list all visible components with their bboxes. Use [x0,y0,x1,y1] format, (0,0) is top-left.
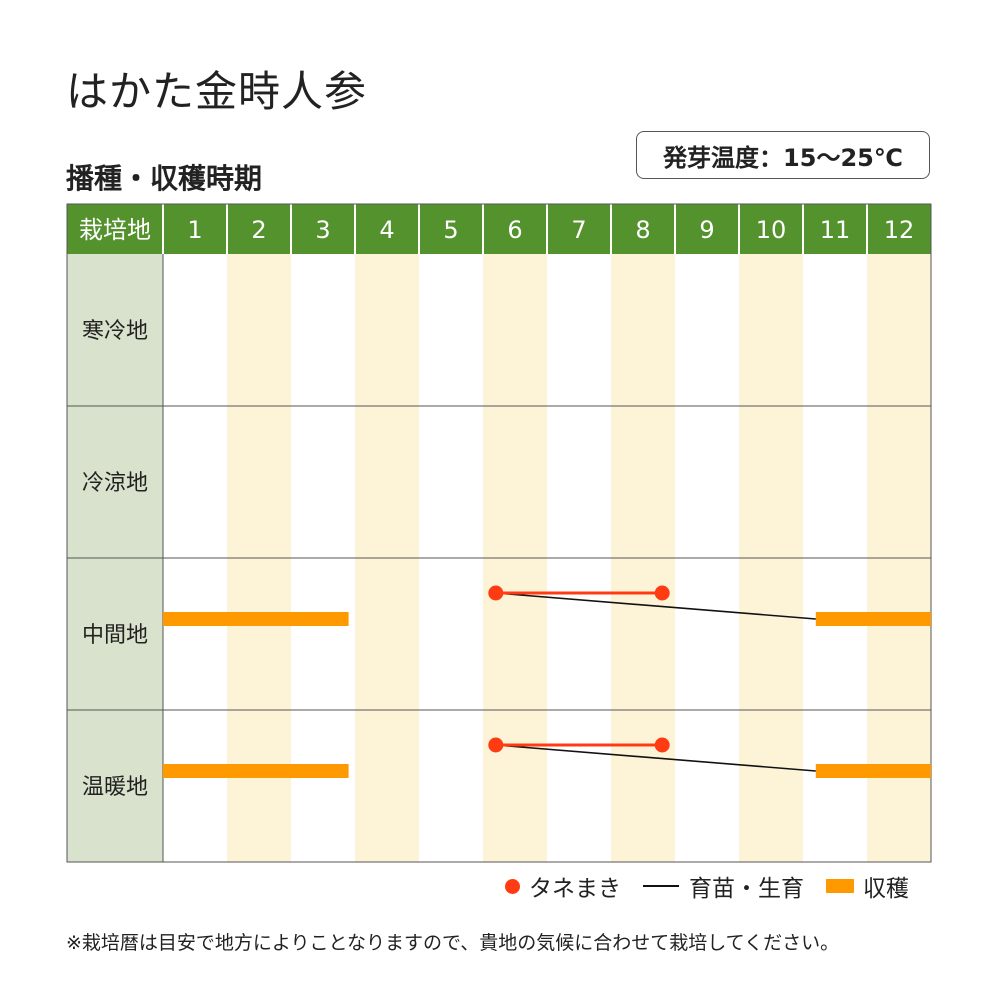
chart-subtitle: 播種・収穫時期 [66,162,263,195]
harvest-bar [815,764,931,778]
region-label-cell [67,558,163,710]
header-bar [67,204,931,254]
month-label: 8 [635,216,650,244]
month-label: 3 [315,216,330,244]
sowing-end-dot [654,585,670,601]
region-label: 温暖地 [82,775,148,800]
month-label: 6 [507,216,522,244]
harvest-bar [163,764,349,778]
harvest-bar [163,612,349,626]
region-label-cell [67,710,163,862]
legend-item-sowing: タネまき [505,869,621,903]
header-label: 栽培地 [79,216,151,244]
sowing-start-dot [488,585,504,601]
growing-line-icon [643,885,679,887]
sowing-end-dot [654,737,670,753]
month-label: 7 [571,216,586,244]
region-label-cell [67,254,163,406]
region-label: 冷涼地 [82,471,148,496]
sowing-dot-icon [505,878,520,894]
region-label-cell [67,406,163,558]
legend-label-harvest: 収穫 [863,876,909,902]
growing-line [495,592,816,620]
harvest-bar [815,612,931,626]
chart-legend: タネまき 育苗・生育 収穫 [505,870,909,902]
page-title: はかた金時人参 [66,67,368,116]
month-label: 12 [884,216,915,244]
month-label: 10 [756,216,787,244]
chart-border [66,203,932,863]
month-label: 2 [251,216,266,244]
month-label: 5 [443,216,458,244]
month-label: 4 [379,216,394,244]
harvest-bar-icon [826,879,854,893]
growing-line [495,744,816,772]
region-label: 中間地 [82,623,148,648]
legend-label-growing: 育苗・生育 [689,876,804,902]
legend-item-growing: 育苗・生育 [643,869,804,903]
legend-label-sowing: タネまき [529,876,621,902]
footnote: ※栽培暦は目安で地方によりことなりますので、貴地の気候に合わせて栽培してください… [66,932,840,954]
region-label: 寒冷地 [82,319,148,344]
sowing-start-dot [488,737,504,753]
month-label: 1 [187,216,202,244]
month-label: 11 [820,216,851,244]
month-label: 9 [699,216,714,244]
germination-temperature-badge: 発芽温度：15～25℃ [636,131,930,179]
legend-item-harvest: 収穫 [826,869,909,903]
